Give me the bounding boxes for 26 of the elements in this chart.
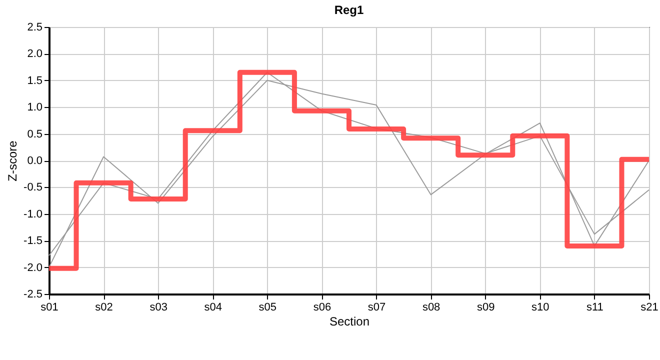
x-tick-label: s08 bbox=[422, 302, 440, 314]
y-tick-label: 2.0 bbox=[27, 48, 42, 60]
x-tick-label: s04 bbox=[204, 302, 222, 314]
y-tick-label: -1.5 bbox=[24, 235, 42, 248]
x-tick-label: s03 bbox=[150, 302, 168, 314]
x-tick-label: s01 bbox=[40, 302, 58, 314]
chart-title: Reg1 bbox=[334, 3, 364, 17]
y-tick-label: -1.0 bbox=[24, 208, 42, 220]
y-tick-label: -2.5 bbox=[24, 288, 42, 300]
x-tick-label: s09 bbox=[476, 302, 495, 314]
x-axis-title: Section bbox=[329, 314, 370, 328]
y-tick-label: 0.0 bbox=[27, 155, 42, 167]
x-tick-label: s05 bbox=[258, 302, 277, 314]
y-tick-label: 1.0 bbox=[27, 102, 42, 114]
y-tick-label: -0.5 bbox=[24, 182, 42, 194]
x-tick-label: s07 bbox=[368, 302, 386, 314]
x-tick-label: s06 bbox=[313, 302, 332, 314]
y-tick-label: 0.5 bbox=[27, 128, 42, 140]
y-tick-label: 1.5 bbox=[27, 74, 42, 87]
x-tick-label: s10 bbox=[532, 302, 550, 314]
x-tick-label: s21 bbox=[640, 302, 658, 314]
x-tick-label: s02 bbox=[95, 302, 113, 314]
y-axis-title: Z-score bbox=[6, 140, 20, 182]
y-tick-label: 2.5 bbox=[27, 22, 42, 34]
y-tick-label: -2.0 bbox=[24, 262, 42, 274]
x-tick-label: s11 bbox=[586, 302, 604, 314]
